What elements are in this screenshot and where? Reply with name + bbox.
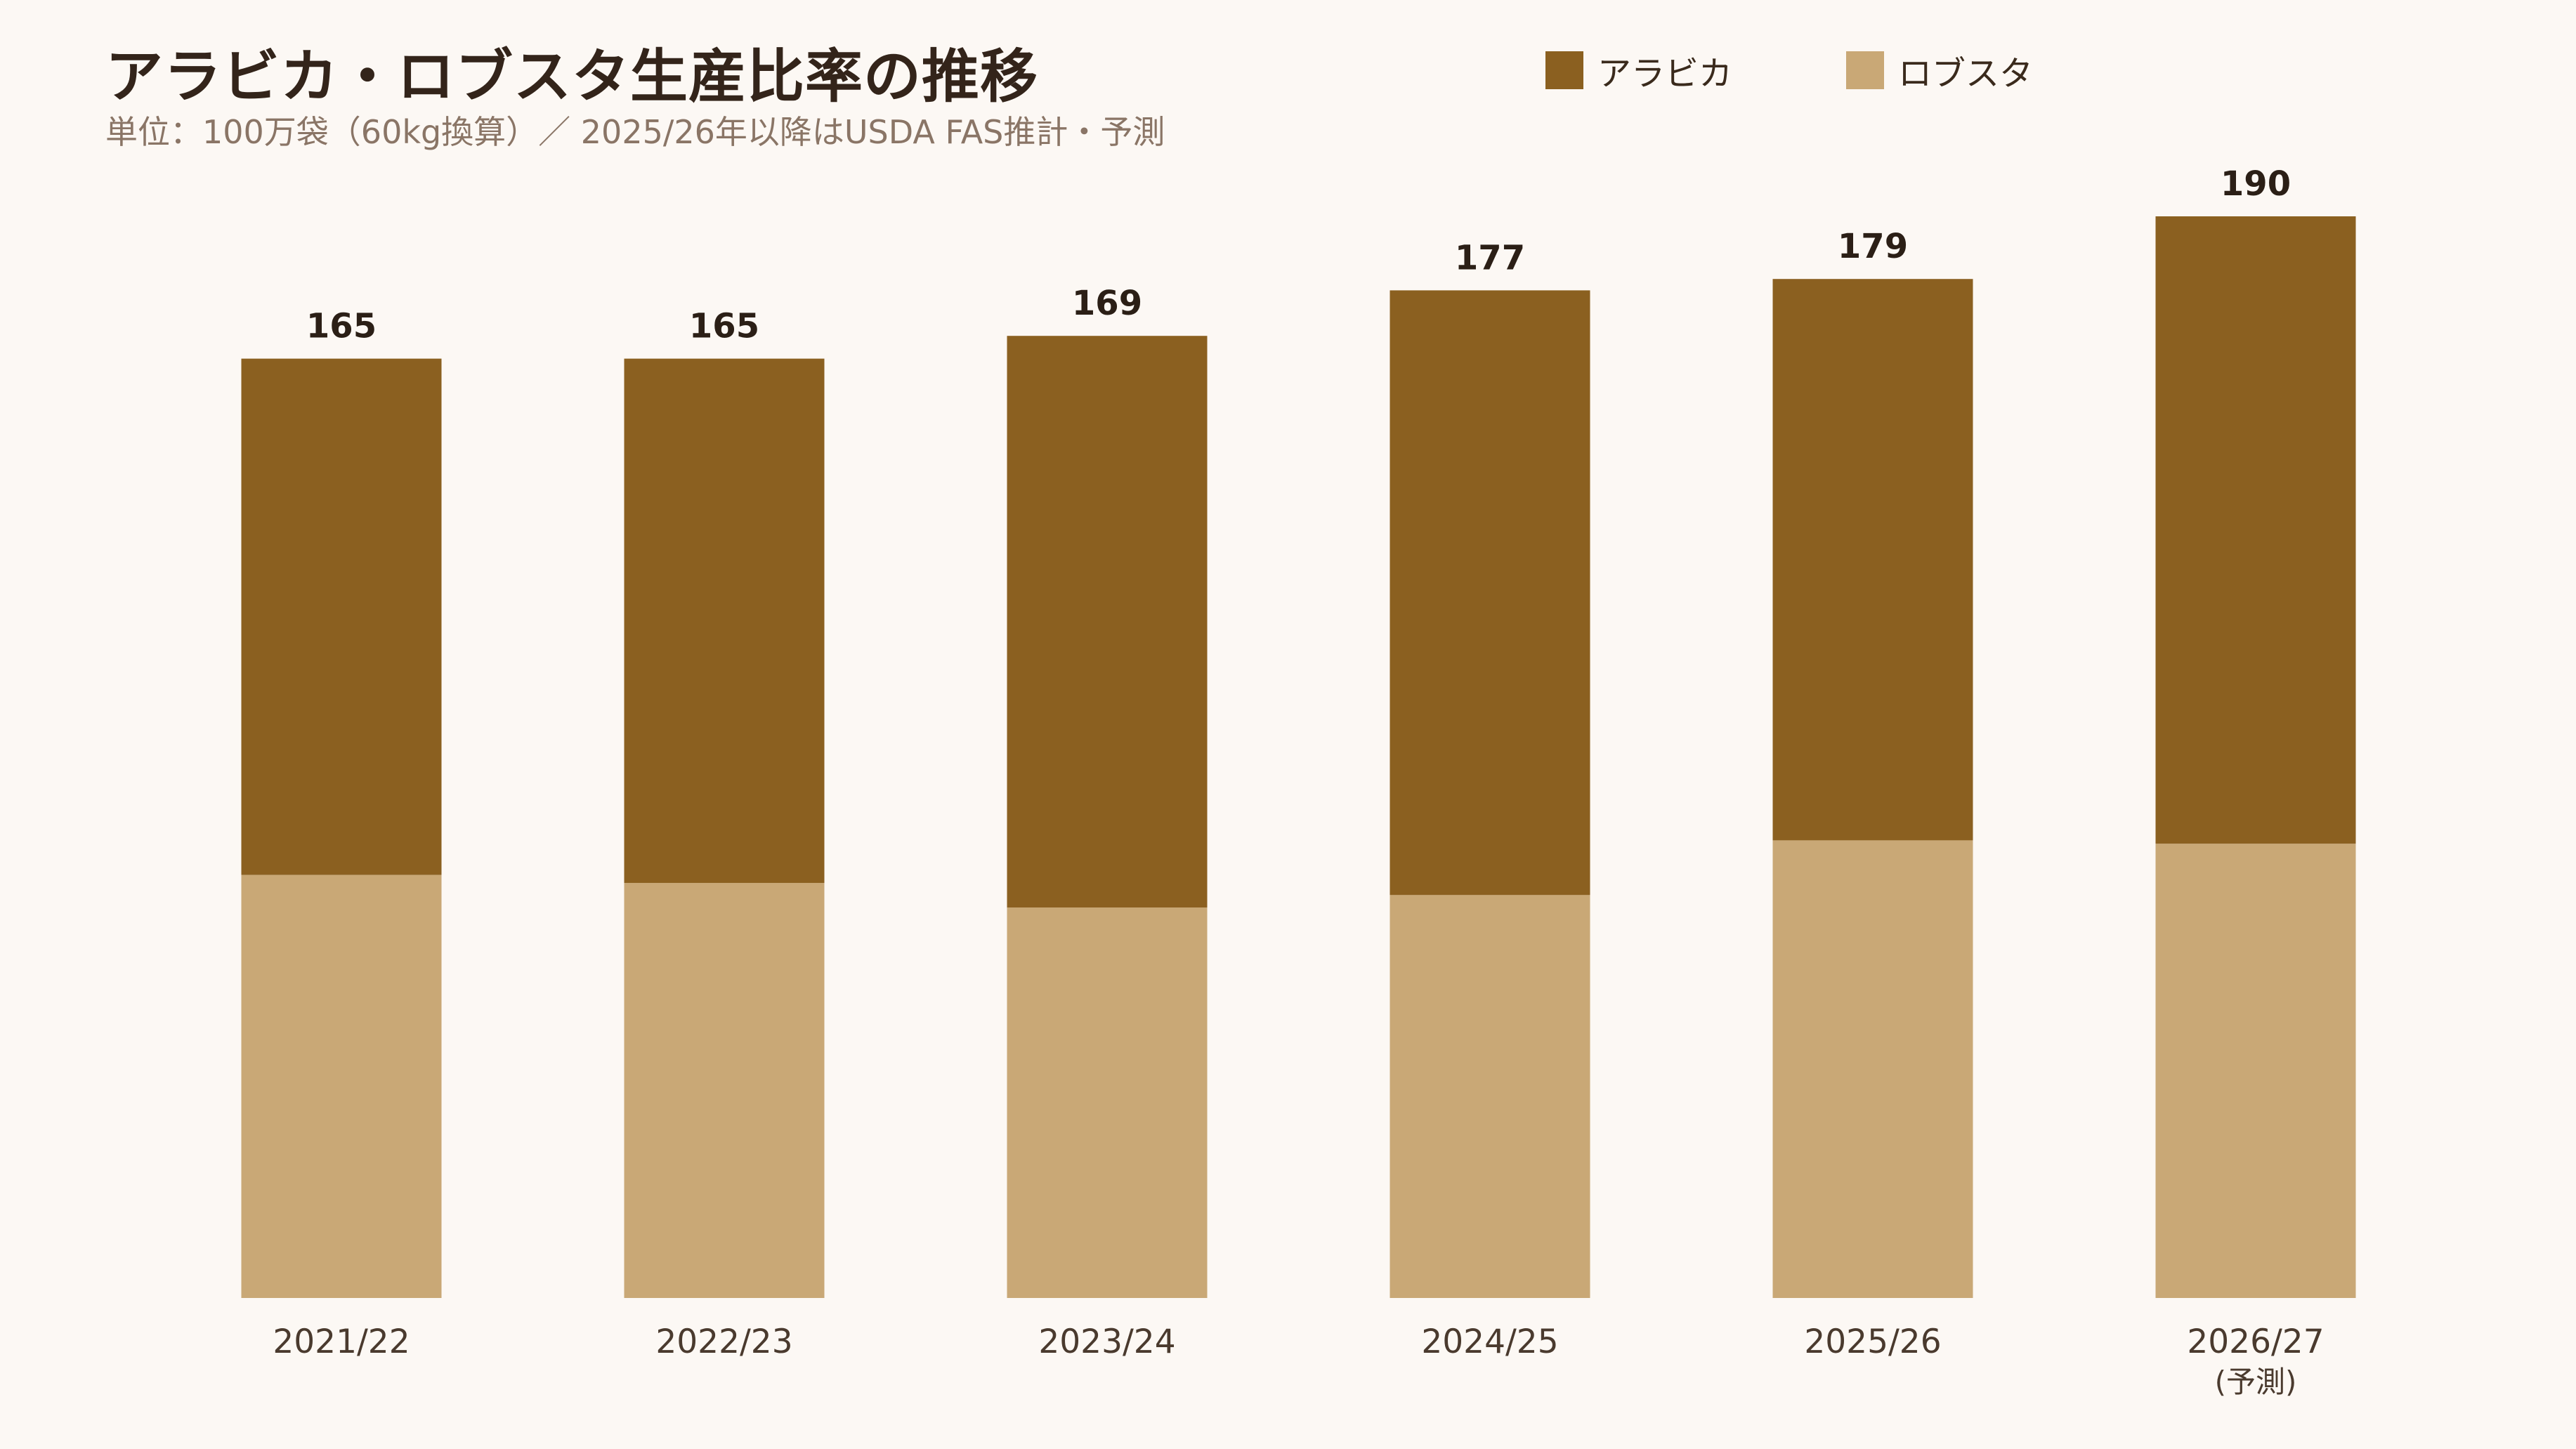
x-tick-label: 2026/27 (2187, 1323, 2324, 1361)
bar-segment-arabica-4 (1772, 279, 1973, 841)
legend-label-arabica: アラビカ (1597, 54, 1733, 93)
bar-total-label: 179 (1838, 227, 1908, 266)
bar-segment-robusta-3 (1390, 895, 1590, 1298)
x-tick-label: 2024/25 (1421, 1323, 1558, 1361)
legend-swatch-arabica (1545, 51, 1583, 89)
bar-segment-robusta-1 (624, 883, 825, 1298)
bar-segment-arabica-3 (1390, 290, 1590, 896)
bar-total-label: 165 (689, 307, 759, 346)
bar-segment-arabica-1 (624, 358, 825, 884)
bar-total-label: 165 (306, 307, 377, 346)
bar-segment-robusta-5 (2155, 844, 2356, 1298)
bar-segment-arabica-5 (2155, 216, 2356, 844)
x-tick-label: 2023/24 (1038, 1323, 1175, 1361)
x-tick-label: 2025/26 (1804, 1323, 1941, 1361)
bar-total-label: 177 (1455, 238, 1525, 277)
x-tick-label: 2022/23 (655, 1323, 792, 1361)
chart-title: アラビカ・ロブスタ生産比率の推移 (105, 44, 1039, 110)
bar-total-label: 190 (2221, 164, 2291, 204)
chart-subtitle: 単位：100万袋（60kg換算）／ 2025/26年以降はUSDA FAS推計・… (105, 113, 1165, 151)
legend-item-arabica: アラビカ (1545, 49, 1732, 93)
bar-segment-arabica-2 (1007, 336, 1208, 907)
legend-item-robusta: ロブスタ (1846, 49, 2033, 93)
bar-segment-robusta-2 (1007, 907, 1208, 1298)
x-tick-label: 2021/22 (273, 1323, 410, 1361)
x-tick-note: (予測) (2215, 1365, 2297, 1399)
legend-swatch-robusta (1846, 51, 1884, 89)
bar-segment-arabica-0 (241, 358, 442, 875)
bar-segment-robusta-4 (1772, 840, 1973, 1298)
legend-label-robusta: ロブスタ (1898, 54, 2034, 93)
bar-segment-robusta-0 (241, 874, 442, 1298)
bar-total-label: 169 (1072, 284, 1142, 323)
